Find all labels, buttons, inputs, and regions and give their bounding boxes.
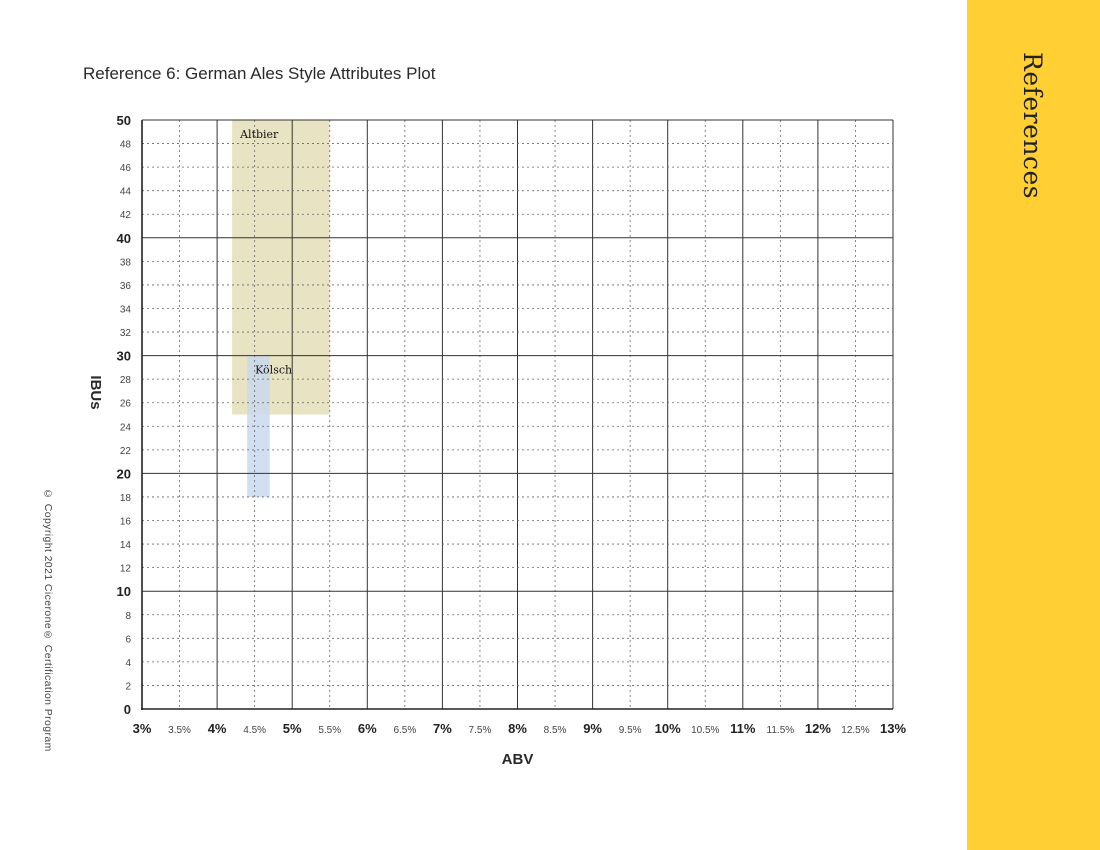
range-label-altbier: Altbier [239, 128, 279, 141]
y-axis-label: IBUs [87, 375, 104, 409]
x-tick-label: 10% [655, 721, 681, 736]
range-labels: Altbier Kölsch [239, 128, 292, 377]
x-tick-label: 7% [433, 721, 452, 736]
x-tick-label: 3.5% [168, 725, 191, 736]
y-tick-label: 24 [120, 422, 132, 433]
x-tick-label: 11% [730, 721, 756, 736]
x-axis-label: ABV [502, 751, 534, 768]
x-tick-label: 5.5% [318, 725, 341, 736]
y-tick-label: 0 [124, 702, 131, 717]
y-tick-label: 16 [120, 517, 132, 528]
x-tick-label: 4% [208, 721, 227, 736]
x-tick-label: 8% [508, 721, 527, 736]
y-tick-labels: 0246810121416182022242628303234363840424… [117, 113, 132, 717]
copyright-notice: © Copyright 2021 Cicerone® Certification… [42, 488, 54, 752]
x-tick-label: 11.5% [767, 725, 795, 736]
grid [141, 119, 894, 710]
y-tick-label: 20 [117, 466, 131, 481]
y-tick-label: 50 [117, 113, 131, 128]
y-tick-label: 28 [120, 375, 132, 386]
y-tick-label: 12 [120, 564, 132, 575]
x-tick-label: 7.5% [469, 725, 492, 736]
x-tick-label: 6.5% [393, 725, 416, 736]
y-tick-label: 36 [120, 281, 132, 292]
x-tick-label: 8.5% [544, 725, 567, 736]
sidebar-title: References [1018, 52, 1047, 200]
y-tick-label: 10 [117, 584, 131, 599]
y-tick-label: 38 [120, 257, 132, 268]
x-tick-label: 13% [880, 721, 906, 736]
y-tick-label: 40 [117, 231, 131, 246]
range-label-k-lsch: Kölsch [255, 364, 292, 377]
y-tick-label: 14 [120, 540, 132, 551]
y-tick-label: 34 [120, 304, 132, 315]
x-tick-label: 5% [283, 721, 302, 736]
x-tick-label: 10.5% [691, 725, 719, 736]
range-boxes [232, 120, 330, 497]
x-tick-label: 12.5% [841, 725, 869, 736]
y-tick-label: 4 [125, 658, 131, 669]
y-tick-label: 26 [120, 399, 132, 410]
x-tick-label: 4.5% [243, 725, 266, 736]
y-tick-label: 32 [120, 328, 132, 339]
y-tick-label: 48 [120, 140, 132, 151]
chart-title: Reference 6: German Ales Style Attribute… [83, 64, 436, 83]
y-tick-label: 18 [120, 493, 132, 504]
x-tick-label: 3% [133, 721, 152, 736]
y-tick-label: 44 [120, 187, 132, 198]
x-tick-labels: 3% 3.5% 4% 4.5% 5% 5.5% 6% 6.5% 7% 7.5% 8% 8.5% 9% 9.… [133, 721, 907, 736]
x-tick-label: 9% [583, 721, 602, 736]
y-tick-label: 22 [120, 446, 132, 457]
y-tick-label: 2 [125, 681, 131, 692]
y-tick-label: 42 [120, 210, 132, 221]
y-tick-label: 6 [125, 634, 131, 645]
y-tick-label: 30 [117, 349, 131, 364]
x-tick-label: 6% [358, 721, 377, 736]
y-tick-label: 8 [125, 611, 131, 622]
x-tick-label: 12% [805, 721, 831, 736]
sidebar-band [967, 0, 1100, 850]
x-tick-label: 9.5% [619, 725, 642, 736]
y-tick-label: 46 [120, 163, 132, 174]
